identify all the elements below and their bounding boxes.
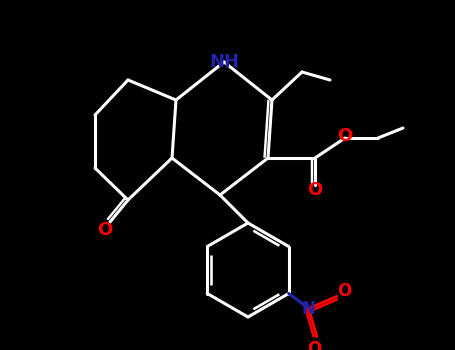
Text: O: O <box>308 340 322 350</box>
Text: N: N <box>302 300 316 317</box>
Text: O: O <box>308 181 323 199</box>
Text: O: O <box>97 221 113 239</box>
Text: O: O <box>338 282 352 301</box>
Text: NH: NH <box>209 53 239 71</box>
Text: O: O <box>337 127 353 145</box>
